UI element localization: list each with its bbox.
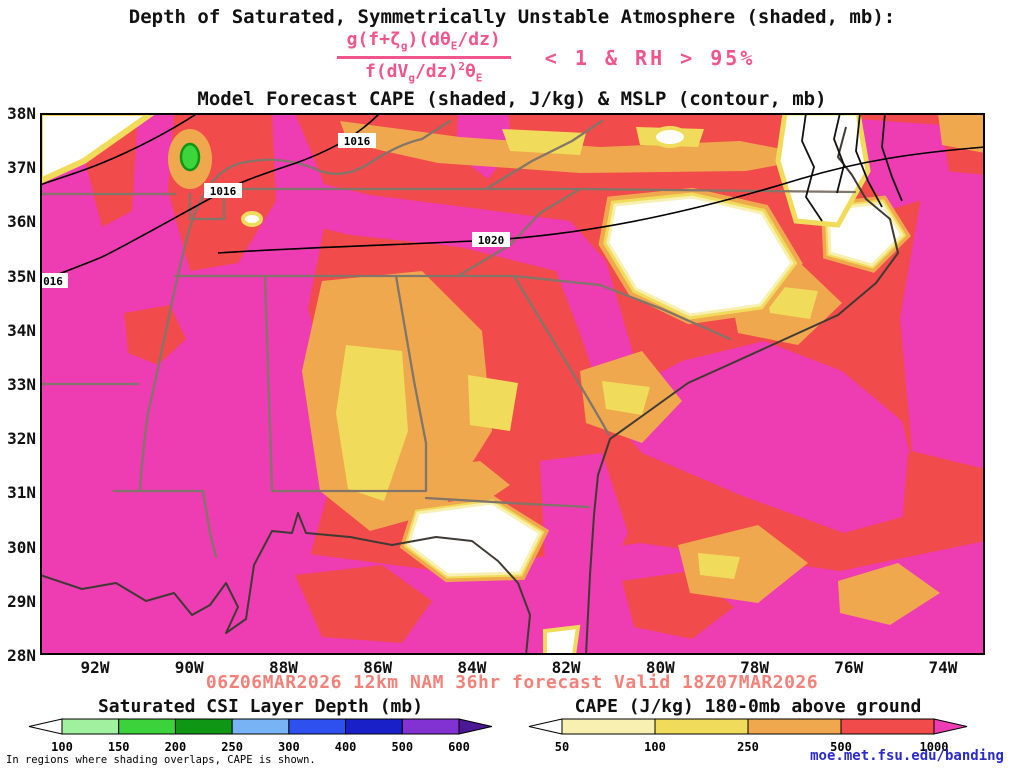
formula-den-sup: 2 [458, 60, 465, 74]
legend-segment [747, 718, 842, 735]
state-borders [40, 119, 857, 559]
formula-numerator: g(f+ζg)(dθE/dz) [336, 29, 511, 60]
lon-label: 76W [834, 658, 864, 677]
legend-left-arrow [28, 718, 63, 735]
legend-segment [231, 718, 290, 735]
legend-tick: 150 [108, 740, 130, 754]
lat-label: 31N [7, 483, 36, 503]
lon-label: 84W [457, 658, 487, 677]
formula-num-text: g(f+ζ [346, 29, 401, 50]
legend-left-arrow [528, 718, 563, 735]
lat-label: 30N [7, 537, 36, 557]
legend-segment [561, 718, 656, 735]
lat-label: 38N [7, 104, 36, 123]
legend-segment [401, 718, 460, 735]
formula-num-text2: )(dθ [407, 29, 451, 50]
legend-segment [345, 718, 403, 735]
legend-tick: 50 [555, 740, 569, 754]
contour-label-bg [40, 273, 68, 288]
lon-label: 80W [645, 658, 675, 677]
formula-num-text3: /dz) [457, 29, 501, 50]
formula-den-sub3: E [475, 71, 483, 85]
legend-segment [118, 718, 176, 735]
legend-tick: 100 [644, 740, 666, 754]
formula-den-text2: /dz) [414, 61, 459, 83]
legend-cape-bar: 50 100 250 500 1000 [528, 718, 968, 760]
legend-csi-bar: 100 150 200 250 300 400 500 600 [28, 718, 493, 760]
legend-right-arrow [933, 718, 968, 735]
lon-label: 78W [740, 658, 769, 677]
legend-tick: 250 [737, 740, 759, 754]
legend-segment [174, 718, 233, 735]
legend-tick: 300 [278, 740, 300, 754]
weather-map: 1016 1016 1020 016 [40, 113, 985, 655]
legend-tick: 600 [448, 740, 470, 754]
lon-label: 86W [363, 658, 393, 677]
contour-labels: 1016 1016 1020 016 [40, 133, 510, 288]
formula: g(f+ζg)(dθE/dz) f(dVg/dz)2θE < 1 & RH > … [34, 29, 1024, 85]
lon-label: 88W [268, 658, 298, 677]
map-frame [40, 113, 985, 655]
subtitle: Model Forecast CAPE (shaded, J/kg) & MSL… [197, 88, 827, 110]
contour-label: 1020 [478, 234, 505, 247]
cape-clear-regions [40, 113, 911, 655]
formula-den-sub1: g [408, 71, 415, 85]
contour-label-bg [338, 133, 376, 148]
legend-right-arrow [458, 718, 493, 735]
legend-csi-title: Saturated CSI Layer Depth (mb) [97, 696, 424, 717]
legend-tick: 250 [221, 740, 243, 754]
lat-label: 28N [7, 646, 36, 665]
legend-segment [288, 718, 347, 735]
legend-cape: CAPE (J/kg) 180-0mb above ground 50 100 25… [528, 696, 968, 760]
lat-label: 34N [7, 320, 36, 340]
formula-num-sub2: E [450, 39, 458, 53]
legend-tick: 200 [165, 740, 187, 754]
lon-label: 74W [928, 658, 958, 677]
legend-tick: 100 [51, 740, 73, 754]
formula-den-text: f(dV [364, 61, 409, 83]
overlap-note: In regions where shading overlaps, CAPE … [6, 754, 316, 766]
cape-yellow-shading [336, 127, 818, 579]
legend-tick: 500 [830, 740, 852, 754]
formula-den-text3: θ [464, 61, 476, 83]
forecast-line: 06Z06MAR2026 12km NAM 36hr forecast Vali… [205, 672, 819, 693]
legend-tick: 400 [335, 740, 357, 754]
legend-tick: 500 [391, 740, 413, 754]
lon-label: 82W [551, 658, 581, 677]
contour-label: 1016 [344, 135, 371, 148]
lat-label: 32N [7, 429, 36, 449]
lat-label: 36N [7, 212, 36, 232]
contour-label-bg [204, 183, 242, 198]
contour-label: 1016 [210, 185, 237, 198]
lat-label: 35N [7, 266, 36, 286]
legend-cape-title: CAPE (J/kg) 180-0mb above ground [574, 696, 922, 717]
formula-condition: < 1 & RH > 95% [544, 45, 756, 70]
csi-depth-shading [179, 142, 201, 172]
chesapeake-coast [801, 113, 903, 222]
legend-segment [840, 718, 935, 735]
lat-label: 29N [7, 591, 36, 611]
legend-segment [654, 718, 749, 735]
lon-label: 92W [80, 658, 110, 677]
formula-denominator: f(dVg/dz)2θE [337, 59, 511, 85]
legend-segment [61, 718, 120, 735]
legend-csi: Saturated CSI Layer Depth (mb) 100 150 200… [28, 696, 493, 760]
lon-label: 90W [174, 658, 204, 677]
coastline [40, 126, 899, 655]
formula-fraction: g(f+ζg)(dθE/dz) f(dVg/dz)2θE [336, 29, 511, 85]
legend-tick: 1000 [920, 740, 949, 754]
legend-bar: 100 150 200 250 300 400 500 600 [28, 718, 493, 754]
page-title: Depth of Saturated, Symmetrically Unstab… [128, 6, 896, 28]
lat-label: 37N [7, 158, 36, 178]
legend-bar: 50 100 250 500 1000 [528, 718, 968, 754]
lat-label: 33N [7, 375, 36, 394]
formula-num-sub1: g [400, 39, 408, 53]
contour-label-bg [472, 232, 510, 247]
contour-label: 016 [43, 275, 63, 288]
site-link[interactable]: moe.met.fsu.edu/banding [810, 748, 1004, 764]
